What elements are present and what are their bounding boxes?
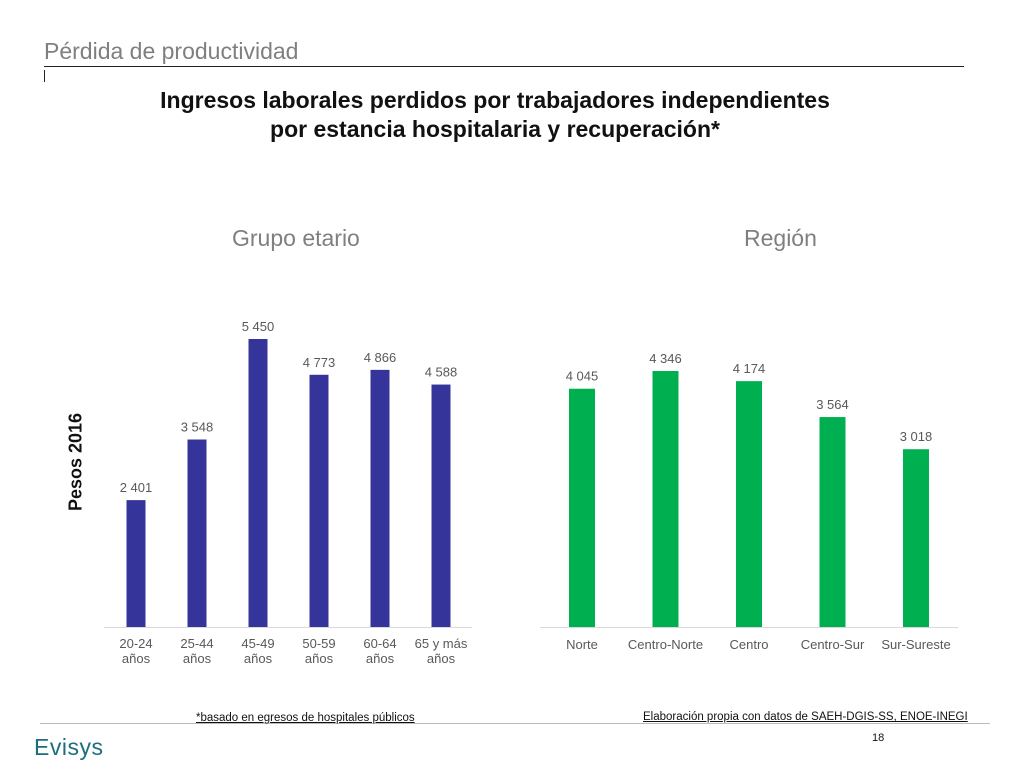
age-category-label: años	[183, 651, 212, 666]
header-divider-tick	[44, 70, 45, 82]
age-category-label: 20-24	[119, 636, 152, 651]
age-category-label: años	[427, 651, 456, 666]
main-title-line-1: Ingresos laborales perdidos por trabajad…	[160, 87, 830, 113]
region-category-label: Norte	[566, 637, 598, 652]
main-title: Ingresos laborales perdidos por trabajad…	[0, 86, 990, 144]
region-value-label: 3 018	[900, 429, 933, 444]
age-category-label: años	[305, 651, 334, 666]
age-category-label: años	[122, 651, 151, 666]
age-category-label: 65 y más	[415, 636, 468, 651]
footnote: *basado en egresos de hospitales público…	[196, 712, 415, 724]
region-category-label: Centro-Norte	[628, 637, 703, 652]
age-category-label: años	[366, 651, 395, 666]
source-note: Elaboración propia con datos de SAEH-DGI…	[643, 711, 968, 723]
age-bar	[309, 374, 329, 627]
chart-title-age-group: Grupo etario	[232, 225, 360, 251]
age-bar	[370, 369, 390, 627]
age-bar	[126, 500, 146, 627]
page-number: 18	[872, 732, 885, 744]
region-bar	[903, 449, 929, 627]
evisys-logo: Evisys	[34, 734, 104, 760]
region-category-label: Centro-Sur	[801, 637, 865, 652]
region-bar	[736, 381, 762, 627]
age-category-label: años	[244, 651, 273, 666]
region-category-label: Centro	[729, 637, 768, 652]
age-value-label: 4 588	[425, 365, 458, 380]
region-bar	[819, 417, 846, 627]
age-value-label: 3 548	[181, 420, 214, 435]
region-value-label: 3 564	[816, 397, 849, 412]
age-bar	[431, 384, 451, 627]
region-bar	[569, 388, 595, 627]
age-value-label: 4 773	[303, 355, 336, 370]
footer-divider	[40, 723, 990, 724]
main-title-line-2: por estancia hospitalaria y recuperación…	[270, 116, 720, 142]
age-category-label: 60-64	[363, 636, 396, 651]
age-category-label: 45-49	[241, 636, 274, 651]
age-value-label: 4 866	[364, 350, 397, 365]
region-value-label: 4 045	[566, 369, 599, 384]
section-title: Pérdida de productividad	[44, 38, 299, 64]
region-value-label: 4 174	[733, 361, 766, 376]
age-bar	[187, 439, 207, 627]
chart-title-region: Región	[744, 225, 817, 251]
region-value-label: 4 346	[649, 351, 682, 366]
age-category-label: 50-59	[302, 636, 335, 651]
age-value-label: 5 450	[242, 319, 275, 334]
region-bar	[652, 371, 679, 627]
header-divider	[44, 66, 964, 67]
region-category-label: Sur-Sureste	[881, 637, 950, 652]
age-category-label: 25-44	[180, 636, 213, 651]
age-value-label: 2 401	[120, 480, 153, 495]
age-bar	[248, 339, 268, 627]
